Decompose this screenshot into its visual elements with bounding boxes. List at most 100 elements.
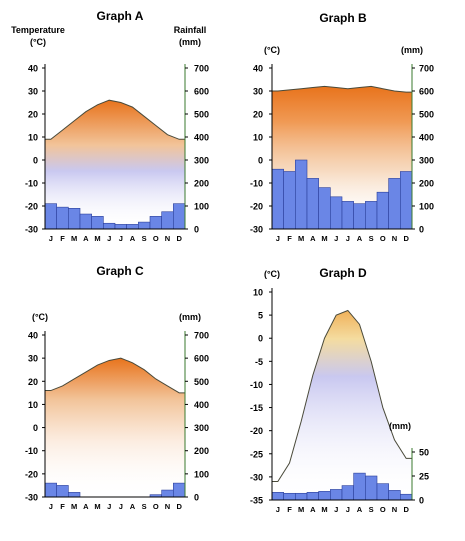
rain-tick-label: 300 [194,156,209,166]
temp-tick-label: 0 [33,156,38,166]
temperature-line [45,99,185,140]
temp-tick-label: -20 [25,469,38,479]
temp-tick-label: -30 [25,225,38,235]
temp-tick-label: 10 [28,133,38,143]
month-label: O [380,505,386,514]
right-axis-label: (mm) [179,37,201,47]
rainfall-bar-4 [91,216,104,230]
month-label: O [380,234,386,243]
rain-tick-label: 50 [419,448,429,458]
rainfall-bar-2 [295,159,308,230]
rainfall-bar-1 [56,206,69,230]
right-axis-label: (mm) [179,312,201,322]
rainfall-bar-1 [283,171,296,230]
rain-tick-label: 0 [194,225,199,235]
month-label: F [287,505,292,514]
month-label: A [83,234,89,243]
rainfall-bar-7 [126,224,139,230]
chart-graph-c: Graph C(°C) (mm)403020100-10-20-307006005… [25,264,209,511]
rainfall-bar-2 [68,208,81,230]
rainfall-bar-0 [271,492,284,501]
month-label: A [130,502,136,511]
rainfall-bar-6 [114,224,127,230]
temp-tick-label: -10 [25,179,38,189]
rainfall-bar-4 [318,187,331,230]
month-label: M [321,234,327,243]
month-label: J [276,505,280,514]
temp-tick-label: 0 [258,156,263,166]
rain-tick-label: 100 [419,202,434,212]
rain-tick-label: 500 [194,377,209,387]
temp-tick-label: 30 [28,354,38,364]
rainfall-bar-11 [173,203,186,230]
month-label: J [276,234,280,243]
rain-tick-label: 700 [194,64,209,74]
temp-tick-label: -25 [250,449,263,459]
rainfall-bar-9 [149,216,162,230]
rain-tick-label: 100 [194,202,209,212]
rainfall-bar-4 [318,491,331,501]
month-label: N [392,234,397,243]
left-axis-label: Temperature [11,25,65,35]
rainfall-bar-11 [400,493,413,501]
rain-tick-label: 400 [194,133,209,143]
month-label: A [310,234,316,243]
month-label: J [49,234,53,243]
rainfall-bar-9 [376,483,389,501]
rainfall-bar-8 [365,475,378,501]
rain-tick-label: 300 [419,156,434,166]
rainfall-bar-0 [271,168,284,230]
chart-graph-b: Graph B(°C) (mm)403020100-10-20-307006005… [250,11,434,243]
rain-tick-label: 200 [194,179,209,189]
temp-tick-label: -30 [250,225,263,235]
month-label: D [403,234,409,243]
rain-tick-label: 300 [194,423,209,433]
rainfall-bar-11 [173,482,186,498]
month-label: S [142,502,147,511]
rain-tick-label: 200 [419,179,434,189]
temp-tick-label: -15 [250,403,263,413]
rain-tick-label: 200 [194,446,209,456]
chart-title: Graph C [96,264,144,278]
right-axis-label: (mm) [389,421,411,431]
temp-tick-label: -30 [250,472,263,482]
right-axis-label: Rainfall [174,25,207,35]
rainfall-bar-10 [388,490,401,501]
temperature-line [272,85,412,93]
rainfall-bar-5 [330,196,343,230]
month-label: N [165,234,170,243]
rain-tick-label: 400 [194,400,209,410]
temp-tick-label: -20 [250,202,263,212]
month-label: S [369,234,374,243]
rainfall-bar-1 [56,485,69,498]
temp-tick-label: 10 [253,288,263,298]
temp-tick-label: -5 [255,357,263,367]
month-label: O [153,502,159,511]
rain-tick-label: 500 [419,110,434,120]
rain-tick-label: 25 [419,472,429,482]
rain-tick-label: 600 [194,354,209,364]
month-label: J [107,502,111,511]
month-label: J [334,505,338,514]
chart-graph-d: Graph D(°C)(mm)1050-5-10-15-20-25-30-355… [250,266,429,514]
temp-tick-label: 20 [253,110,263,120]
rain-tick-label: 100 [194,469,209,479]
temp-tick-label: 30 [253,87,263,97]
temp-tick-label: 0 [33,423,38,433]
rainfall-bar-1 [283,492,296,501]
month-label: M [321,505,327,514]
month-label: M [71,234,77,243]
rain-tick-label: 600 [194,87,209,97]
temp-tick-label: 10 [253,133,263,143]
rainfall-bar-3 [306,178,319,230]
rainfall-bar-2 [68,492,81,498]
left-axis-label: (°C) [264,269,280,279]
rainfall-bar-0 [44,203,57,230]
rainfall-bar-3 [306,492,319,501]
rainfall-bar-7 [353,203,366,230]
rainfall-bar-8 [138,221,151,230]
rainfall-bar-7 [353,472,366,501]
temperature-line [272,309,412,483]
rain-tick-label: 0 [194,493,199,503]
